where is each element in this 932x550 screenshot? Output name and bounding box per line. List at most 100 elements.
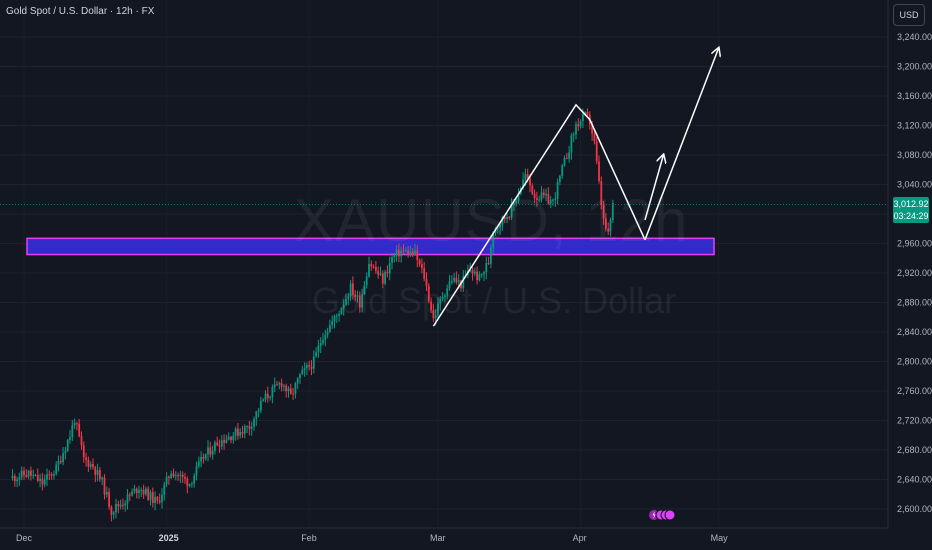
- time-tick-label: May: [711, 533, 729, 543]
- candle-body: [154, 496, 156, 503]
- price-tick-label: 2,600.00: [897, 504, 932, 514]
- candle-body: [540, 192, 543, 200]
- symbol-watermark: XAUUSD, 12h: [294, 187, 689, 254]
- trend-path-line[interactable]: [432, 103, 646, 327]
- candle-body: [476, 271, 478, 281]
- projection-arrow[interactable]: [644, 155, 663, 221]
- candle-body: [135, 488, 138, 494]
- currency-button[interactable]: USD: [893, 4, 925, 26]
- candle-body: [345, 298, 347, 305]
- candle-body: [552, 199, 554, 201]
- price-tick-label: 2,960.00: [897, 239, 932, 249]
- candle-body: [306, 365, 308, 369]
- candle-body: [430, 301, 432, 311]
- candle-body: [177, 475, 179, 477]
- candle-body: [414, 250, 416, 255]
- candle-body: [191, 483, 193, 485]
- candle-body: [156, 496, 159, 501]
- candle-body: [492, 232, 495, 248]
- candle-body: [549, 200, 552, 204]
- candle-body: [478, 274, 481, 281]
- candle-body: [437, 303, 439, 316]
- candle-body: [53, 473, 55, 476]
- candle-body: [243, 426, 246, 434]
- candle-body: [317, 345, 320, 353]
- candle-body: [609, 220, 612, 232]
- candle-body: [577, 124, 580, 127]
- candle-body: [402, 250, 405, 252]
- candle-body: [421, 264, 423, 269]
- candle-body: [138, 490, 140, 494]
- candle-body: [586, 112, 589, 115]
- price-tick-label: 2,800.00: [897, 357, 932, 367]
- candle-body: [239, 432, 242, 436]
- candle-body: [262, 399, 265, 401]
- candle-body: [145, 488, 147, 495]
- candle-body: [11, 475, 14, 479]
- candle-body: [542, 192, 545, 196]
- candle-body: [386, 271, 389, 274]
- candle-body: [232, 435, 235, 441]
- candle-body: [34, 474, 37, 476]
- candle-body: [250, 426, 253, 429]
- price-tick-label: 3,200.00: [897, 62, 932, 72]
- candle-body: [349, 283, 352, 297]
- candle-body: [404, 250, 407, 252]
- price-tick-label: 2,720.00: [897, 416, 932, 426]
- name-watermark: Gold Spot / U.S. Dollar: [312, 280, 677, 321]
- candle-body: [202, 456, 205, 459]
- candle-body: [174, 475, 177, 477]
- candle-body: [324, 335, 327, 340]
- candle-body: [271, 387, 274, 398]
- candle-body: [411, 251, 414, 255]
- candle-body: [605, 218, 607, 229]
- candle-body: [32, 475, 35, 477]
- candle-body: [342, 304, 345, 309]
- candle-body: [510, 204, 513, 218]
- candle-body: [16, 479, 18, 482]
- events-icon[interactable]: [649, 509, 675, 521]
- candle-body: [64, 450, 67, 454]
- price-tick-label: 3,080.00: [897, 150, 932, 160]
- candle-body: [27, 470, 30, 477]
- candle-body: [260, 400, 262, 411]
- candle-body: [278, 383, 281, 385]
- candle-body: [186, 478, 189, 487]
- candle-body: [377, 271, 380, 275]
- candle-body: [230, 436, 232, 441]
- candle-body: [607, 228, 610, 232]
- candle-body: [23, 470, 25, 476]
- candle-body: [48, 474, 51, 476]
- candle-body: [85, 457, 87, 460]
- candle-body: [122, 504, 124, 506]
- candle-body: [358, 295, 361, 308]
- price-tick-label: 3,040.00: [897, 180, 932, 190]
- drawings[interactable]: [432, 48, 719, 327]
- candle-body: [179, 474, 182, 477]
- candle-body: [529, 177, 531, 186]
- candle-body: [207, 447, 209, 455]
- candle-body: [165, 476, 168, 485]
- candle-body: [356, 295, 359, 297]
- price-tick-label: 2,880.00: [897, 298, 932, 308]
- candle-body: [315, 352, 317, 357]
- candle-body: [547, 193, 550, 204]
- candle-body: [301, 369, 304, 375]
- candle-body: [285, 385, 288, 392]
- projection-arrow[interactable]: [644, 48, 719, 241]
- candle-body: [526, 174, 529, 178]
- candle-body: [554, 198, 557, 200]
- candle-body: [395, 249, 398, 256]
- candle-body: [400, 250, 403, 257]
- price-tick-label: 3,240.00: [897, 32, 932, 42]
- support-zone[interactable]: [26, 237, 715, 256]
- candle-body: [188, 484, 191, 487]
- time-tick-label: 2025: [159, 533, 179, 543]
- candle-body: [266, 393, 269, 398]
- candle-body: [101, 477, 104, 480]
- candle-body: [432, 310, 435, 319]
- candle-body: [533, 193, 536, 199]
- candle-body: [490, 247, 492, 264]
- candle-body: [158, 500, 161, 503]
